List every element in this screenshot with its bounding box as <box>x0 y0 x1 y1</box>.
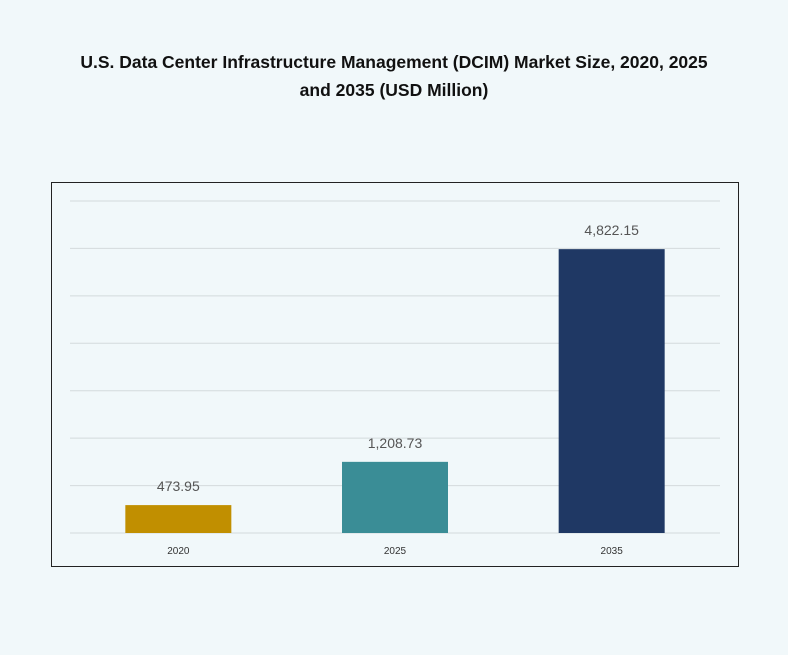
x-tick-label: 2020 <box>167 546 190 557</box>
bar-2035 <box>558 249 665 533</box>
data-label: 4,822.15 <box>584 222 639 238</box>
data-label: 473.95 <box>157 478 200 494</box>
bar-2025 <box>342 461 448 533</box>
x-tick-label: 2035 <box>601 546 624 557</box>
x-tick-label: 2025 <box>384 546 407 557</box>
chart-title: U.S. Data Center Infrastructure Manageme… <box>80 52 708 100</box>
bar-2020 <box>125 505 232 533</box>
data-label: 1,208.73 <box>368 435 423 451</box>
